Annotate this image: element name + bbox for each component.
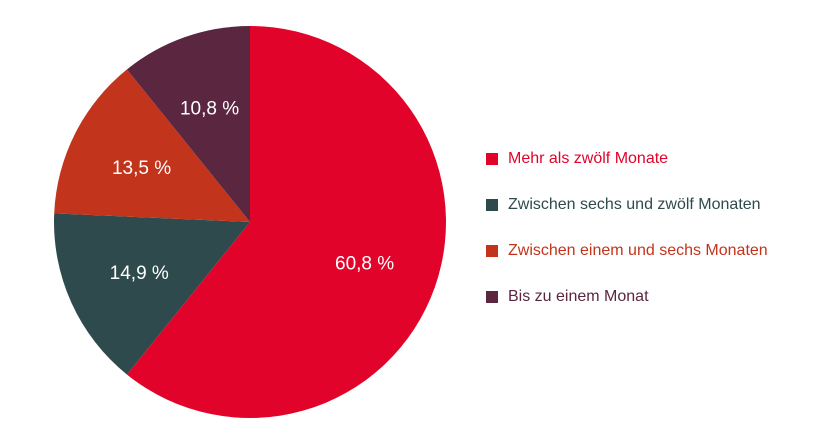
slice-value-label: 14,9 %	[110, 263, 169, 284]
legend-label: Bis zu einem Monat	[508, 288, 649, 305]
slice-value-label: 60,8 %	[335, 253, 394, 274]
legend-swatch	[486, 245, 498, 257]
legend-swatch	[486, 291, 498, 303]
legend-item: Zwischen einem und sechs Monaten	[486, 228, 768, 274]
legend-swatch	[486, 153, 498, 165]
pie-slice	[54, 213, 250, 375]
pie-slice	[126, 26, 250, 222]
slice-value-label: 13,5 %	[112, 158, 171, 179]
legend: Mehr als zwölf Monate Zwischen sechs und …	[486, 136, 768, 320]
pie-slice	[126, 26, 447, 418]
legend-item: Mehr als zwölf Monate	[486, 136, 768, 182]
legend-label: Mehr als zwölf Monate	[508, 150, 669, 167]
legend-swatch	[486, 199, 498, 211]
legend-item: Zwischen sechs und zwölf Monaten	[486, 182, 768, 228]
legend-label: Zwischen einem und sechs Monaten	[508, 242, 768, 259]
legend-item: Bis zu einem Monat	[486, 274, 768, 320]
pie-slice	[54, 69, 250, 222]
slice-value-label: 10,8 %	[180, 98, 239, 119]
legend-label: Zwischen sechs und zwölf Monaten	[508, 196, 761, 213]
